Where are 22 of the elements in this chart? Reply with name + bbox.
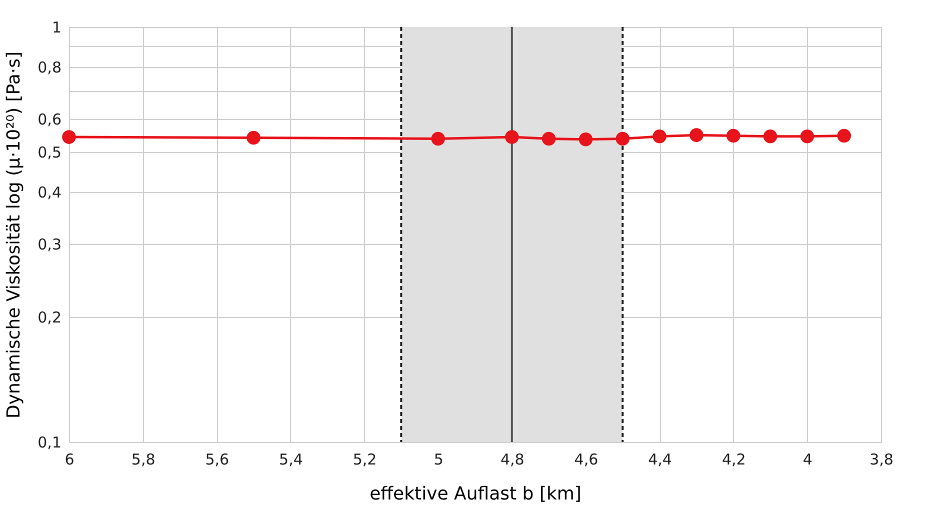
x-axis-title: effektive Auflast b [km]: [370, 484, 582, 504]
x-tick-label: 3,8: [870, 450, 894, 468]
x-tick-label: 6: [64, 450, 74, 468]
y-axis-title: Dynamische Viskosität log (µ·10²⁰) [Pa·s]: [4, 52, 25, 418]
x-tick-label: 5: [434, 450, 444, 468]
y-tick-label: 0,5: [38, 143, 62, 162]
x-tick-label: 4,6: [574, 450, 598, 468]
y-tick-label: 0,8: [38, 58, 62, 77]
x-tick-label: 5,6: [205, 450, 230, 468]
x-tick-label: 4: [802, 450, 812, 468]
x-tick-label: 4,2: [722, 450, 746, 468]
y-tick-label: 1: [52, 18, 62, 36]
x-tick-label: 5,2: [352, 450, 377, 468]
y-tick-label: 0,6: [38, 110, 62, 129]
x-tick-label: 4,8: [500, 450, 524, 468]
y-tick-label: 0,4: [38, 184, 62, 202]
y-tick-label: 0,3: [38, 235, 62, 254]
x-tick-label: 5,8: [131, 450, 156, 468]
y-tick-label: 0,2: [38, 308, 62, 327]
x-tick-label: 4,4: [648, 450, 672, 468]
x-tick-label: 5,4: [279, 450, 303, 468]
y-tick-label: 0,1: [38, 434, 62, 452]
